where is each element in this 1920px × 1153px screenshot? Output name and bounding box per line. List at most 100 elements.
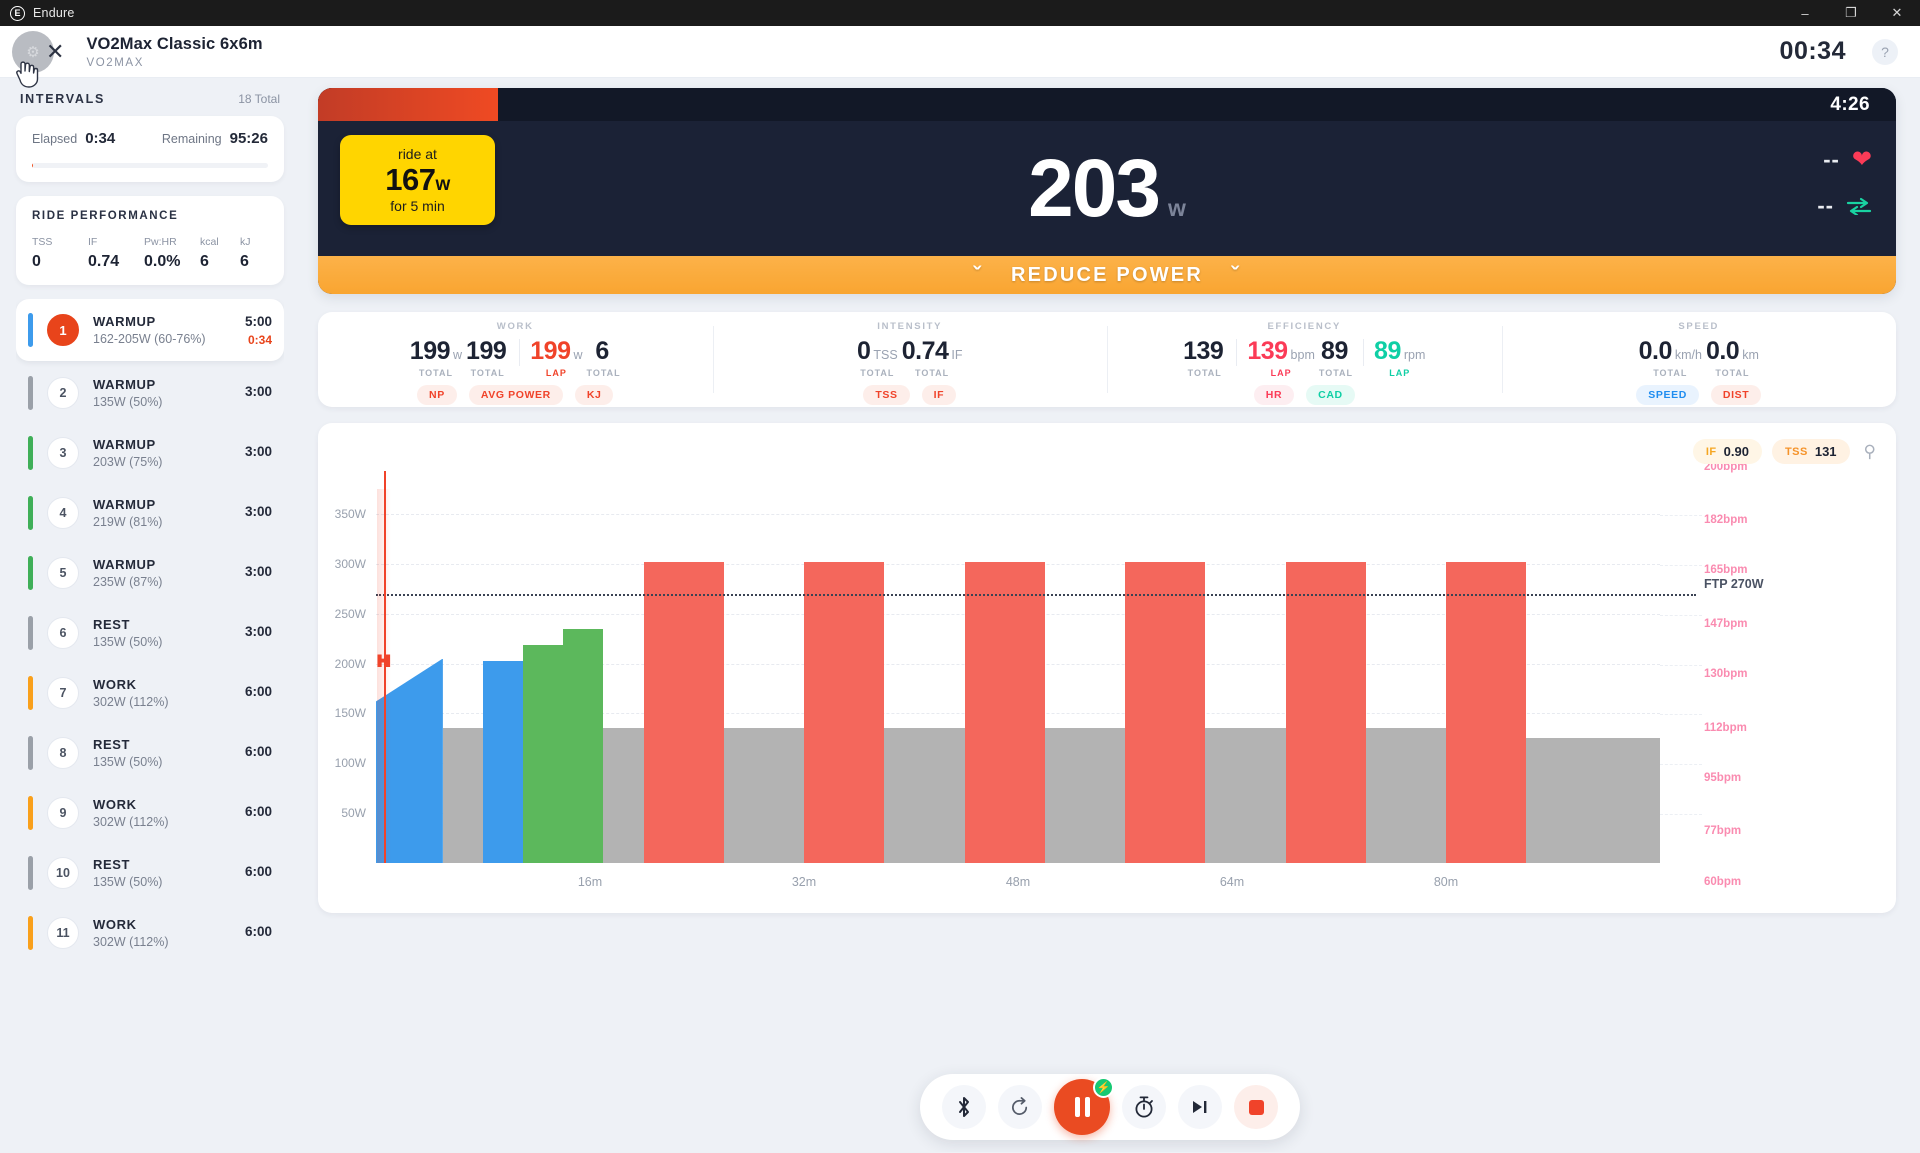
interval-row[interactable]: 2 WARMUP 135W (50%) 3:00 xyxy=(16,365,284,421)
interval-row[interactable]: 10 REST 135W (50%) 6:00 xyxy=(16,845,284,901)
stopwatch-icon xyxy=(1135,1096,1153,1118)
chart-y2-tick-label: 147bpm xyxy=(1704,617,1748,630)
interval-row[interactable]: 1 WARMUP 162-205W (60-76%) 5:00 0:34 xyxy=(16,299,284,361)
interval-zone-indicator xyxy=(28,556,33,590)
interval-row[interactable]: 8 REST 135W (50%) 6:00 xyxy=(16,725,284,781)
interval-row[interactable]: 7 WORK 302W (112%) 6:00 xyxy=(16,665,284,721)
stat-value-line: 199 w xyxy=(530,337,582,366)
stat-tag-dist[interactable]: DIST xyxy=(1710,385,1762,405)
chevron-down-icon-right: ˇ xyxy=(1230,261,1241,288)
erg-bolt-icon: ⚡ xyxy=(1093,1077,1114,1098)
interval-name: WARMUP xyxy=(93,557,156,572)
window-close-button[interactable]: ✕ xyxy=(1891,5,1903,20)
chart-bar xyxy=(1526,738,1660,863)
interval-name: REST xyxy=(93,737,131,752)
chart-y-tick-label: 350W xyxy=(334,506,366,521)
stat-number: 89 xyxy=(1321,337,1348,365)
stat-tag-speed[interactable]: SPEED xyxy=(1636,385,1699,405)
interval-row[interactable]: 11 WORK 302W (112%) 6:00 xyxy=(16,905,284,961)
reduce-power-text: REDUCE POWER xyxy=(1011,263,1203,286)
zoom-search-icon[interactable]: ⚲ xyxy=(1863,441,1876,461)
target-power-badge: ride at 167w for 5 min xyxy=(340,135,495,225)
stop-button[interactable] xyxy=(1234,1085,1278,1129)
interval-duration: 3:00 xyxy=(244,383,272,399)
stat-group-title: EFFICIENCY xyxy=(1267,321,1341,332)
chart-bar xyxy=(1446,561,1527,863)
workout-chart-card: IF 0.90 TSS 131 ⚲ 50W 100W 150W 200W 250W 300… xyxy=(318,423,1896,913)
stopwatch-button[interactable] xyxy=(1122,1085,1166,1129)
interval-duration: 6:00 xyxy=(244,863,272,879)
current-power-value: 203 xyxy=(1028,142,1161,234)
stat-tag-np[interactable]: NP xyxy=(417,385,457,405)
cadence-readout: -- xyxy=(1762,183,1872,229)
interval-row[interactable]: 6 REST 135W (50%) 3:00 xyxy=(16,605,284,661)
chart-badges: IF 0.90 TSS 131 ⚲ xyxy=(1692,439,1876,464)
chart-y-tick-label: 250W xyxy=(334,606,366,621)
stat-sublabel: TOTAL xyxy=(586,368,621,378)
chart-bar xyxy=(643,561,724,863)
window-minimize-button[interactable]: – xyxy=(1801,5,1809,21)
interval-number: 11 xyxy=(47,917,79,949)
perf-metric-kcal: kcal 6 xyxy=(200,236,240,271)
skip-next-icon xyxy=(1193,1101,1207,1113)
help-icon[interactable]: ? xyxy=(1872,38,1898,65)
interval-text: WORK 302W (112%) xyxy=(93,917,169,949)
target-prefix: ride at xyxy=(398,146,437,162)
interval-name: REST xyxy=(93,617,131,632)
interval-duration: 3:00 xyxy=(244,623,272,639)
window-title: Endure xyxy=(33,6,75,20)
stat-value: 139 bpm LAP xyxy=(1245,337,1317,378)
window-titlebar: E Endure – ❐ ✕ xyxy=(0,0,1920,26)
perf-metric-label: kJ xyxy=(240,236,251,248)
stat-tags: HR CAD xyxy=(1253,385,1355,405)
interval-times: 3:00 xyxy=(245,384,272,403)
interval-row[interactable]: 9 WORK 302W (112%) 6:00 xyxy=(16,785,284,841)
stat-tag-cad[interactable]: CAD xyxy=(1306,385,1355,405)
interval-list[interactable]: 1 WARMUP 162-205W (60-76%) 5:00 0:34 2 WARMUP 1… xyxy=(16,299,284,965)
elapsed-label: Elapsed xyxy=(32,132,78,146)
sidebar-title: INTERVALS xyxy=(20,92,105,106)
chart-cursor-line[interactable] xyxy=(383,471,386,863)
interval-name: WORK xyxy=(93,677,137,692)
stat-tag-avg-power[interactable]: AVG POWER xyxy=(468,385,563,405)
chart-bar xyxy=(964,561,1045,863)
lap-reset-button[interactable] xyxy=(998,1085,1042,1129)
chart-gridline-extension xyxy=(1660,714,1702,716)
interval-text: WARMUP 162-205W (60-76%) xyxy=(93,314,206,346)
interval-text: WARMUP 135W (50%) xyxy=(93,377,162,409)
interval-text: REST 135W (50%) xyxy=(93,737,162,769)
interval-row[interactable]: 5 WARMUP 235W (87%) 3:00 xyxy=(16,545,284,601)
chart-plot-area[interactable]: 50W 100W 150W 200W 250W 300W 350W 60bpm 77bpm 95b… xyxy=(335,461,1764,889)
close-workout-button[interactable]: ✕ xyxy=(46,38,65,64)
interval-text: WARMUP 219W (81%) xyxy=(93,497,162,529)
playback-controls[interactable]: ⚡ xyxy=(920,1074,1300,1140)
window-maximize-button[interactable]: ❐ xyxy=(1845,5,1857,20)
skip-next-button[interactable] xyxy=(1178,1085,1222,1129)
chart-y2-tick-label: 112bpm xyxy=(1704,721,1747,734)
interval-text: WARMUP 235W (87%) xyxy=(93,557,162,589)
chart-gridline-extension xyxy=(1660,764,1702,766)
stat-value: 199 w TOTAL xyxy=(408,337,464,378)
stat-tag-kj[interactable]: KJ xyxy=(574,385,614,405)
lap-progress-fill xyxy=(318,88,498,121)
interval-row[interactable]: 4 WARMUP 219W (81%) 3:00 xyxy=(16,485,284,541)
stat-sublabel: LAP xyxy=(545,368,567,378)
interval-name: WARMUP xyxy=(93,377,156,392)
stats-bar: WORK 199 w TOTAL 199 TOTAL 199 w LAP 6 TOTAL NP AVG … xyxy=(318,312,1896,407)
chart-y-tick-label: 300W xyxy=(334,556,366,571)
pause-button[interactable]: ⚡ xyxy=(1054,1077,1114,1135)
chart-bar xyxy=(483,660,524,863)
interval-name: WORK xyxy=(93,917,137,932)
stat-tag-if[interactable]: IF xyxy=(921,385,957,405)
target-duration: for 5 min xyxy=(390,197,445,214)
stat-unit: bpm xyxy=(1290,348,1315,362)
stat-tag-hr[interactable]: HR xyxy=(1253,385,1295,405)
interval-number: 3 xyxy=(47,437,79,469)
bluetooth-button[interactable] xyxy=(942,1085,986,1129)
stat-tag-tss[interactable]: TSS xyxy=(863,385,910,405)
interval-row[interactable]: 3 WARMUP 203W (75%) 3:00 xyxy=(16,425,284,481)
stat-value: 0.0 km TOTAL xyxy=(1704,337,1761,378)
heart-rate-value: -- xyxy=(1823,147,1840,172)
interval-name: WARMUP xyxy=(93,437,156,452)
stat-sublabel: TOTAL xyxy=(418,368,453,378)
